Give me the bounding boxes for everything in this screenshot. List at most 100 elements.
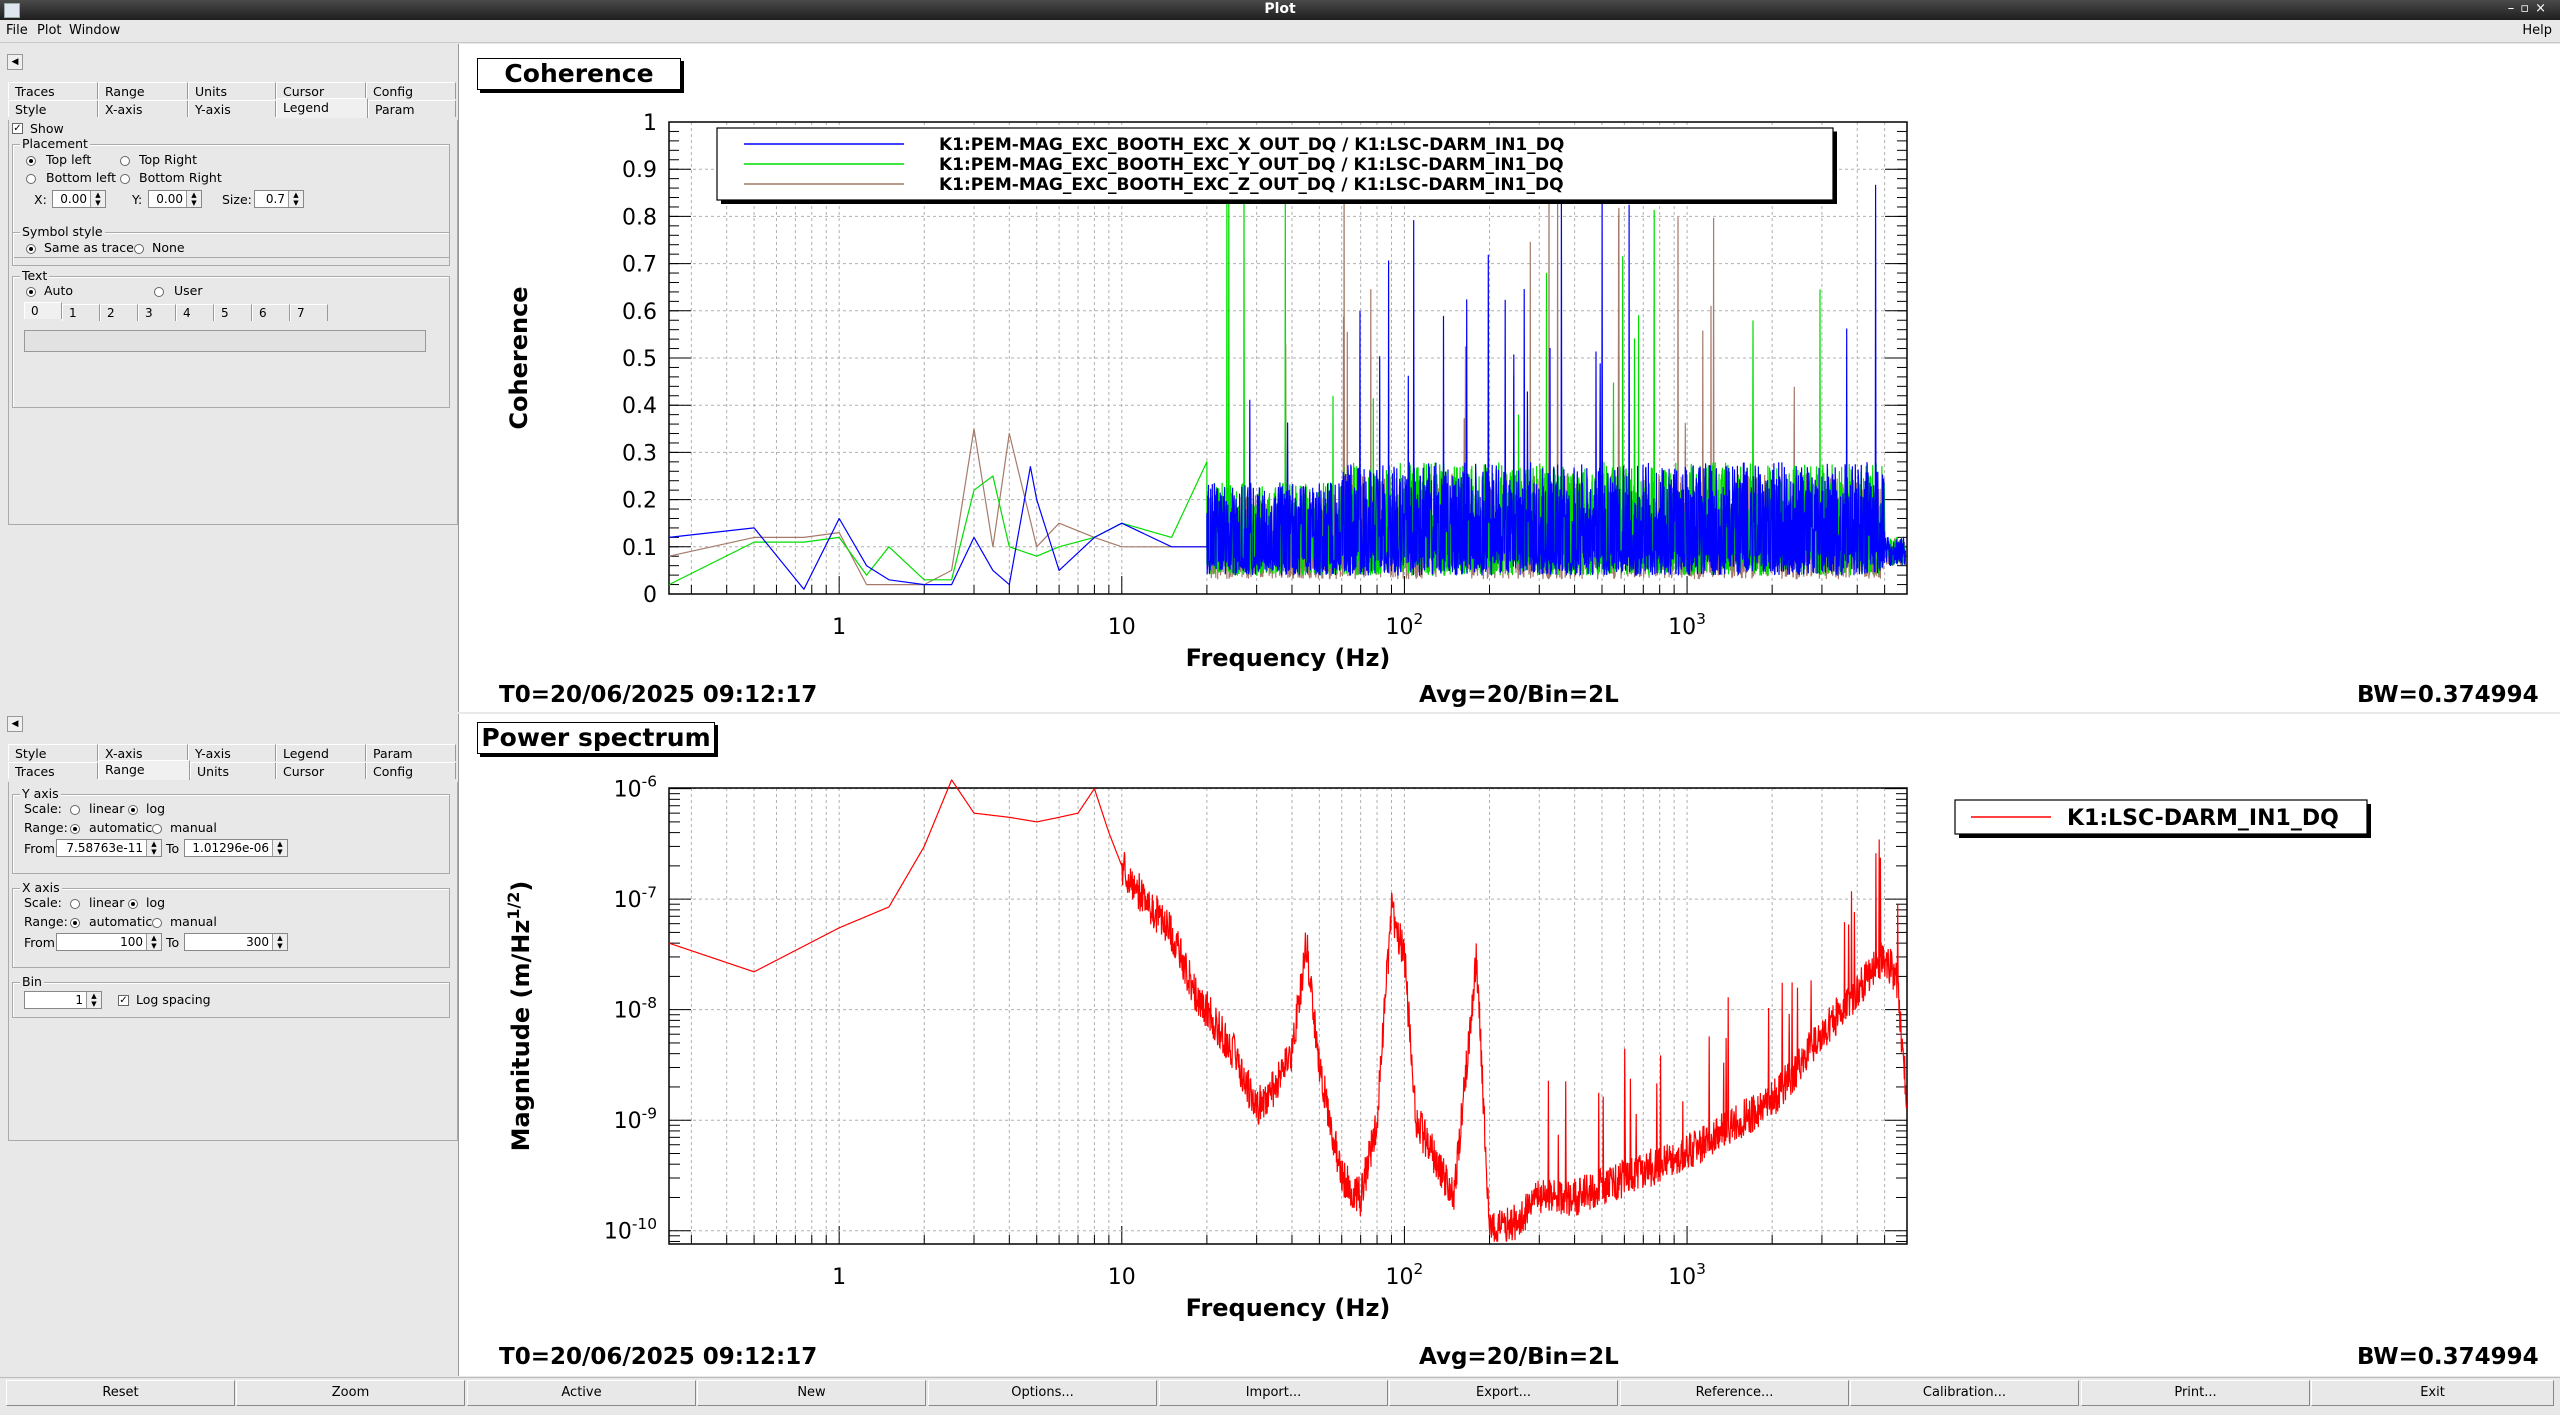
tab-units[interactable]: Units [188, 82, 276, 99]
tab-style[interactable]: Style [8, 100, 98, 117]
spin-arrows-icon[interactable]: ▲ ▼ [272, 934, 287, 950]
spin-arrows-icon[interactable]: ▲ ▼ [288, 191, 303, 207]
y-from-input[interactable]: 7.58763e-11 ▲ ▼ [56, 839, 162, 857]
calibration-button[interactable]: Calibration... [1850, 1380, 2079, 1406]
tab-traces[interactable]: Traces [8, 82, 98, 99]
menu-file[interactable]: File [6, 23, 28, 38]
coherence-chart[interactable]: 0 0.1 0.2 0.3 0.4 0.5 0.6 0.7 0.8 0.9 1 1 10 102 103 Fr… [459, 44, 2560, 684]
reset-button[interactable]: Reset [6, 1380, 235, 1406]
print-button[interactable]: Print... [2081, 1380, 2310, 1406]
x-to-input[interactable]: 300 ▲ ▼ [184, 933, 288, 951]
x-position-input[interactable]: 0.00 ▲ ▼ [52, 190, 106, 208]
y-log-radio[interactable] [128, 805, 138, 815]
menu-window[interactable]: Window [69, 23, 121, 38]
tab-cursor[interactable]: Cursor [276, 82, 366, 99]
log-spacing-label: Log spacing [136, 992, 211, 1007]
y-linear-radio[interactable] [70, 805, 80, 815]
size-input[interactable]: 0.7 ▲ ▼ [254, 190, 304, 208]
text-index-tab-2[interactable]: 2 [100, 304, 138, 321]
x-automatic-radio[interactable] [70, 918, 80, 928]
spin-arrows-icon[interactable]: ▲ ▼ [272, 840, 287, 856]
export-button[interactable]: Export... [1389, 1380, 1618, 1406]
active-button[interactable]: Active [467, 1380, 696, 1406]
bottom-right-radio[interactable] [120, 174, 130, 184]
text-index-tab-3[interactable]: 3 [138, 304, 176, 321]
x-tick-label: 103 [1668, 610, 1706, 640]
power-legend: K1:LSC-DARM_IN1_DQ [1954, 799, 2371, 838]
text-index-tab-1[interactable]: 1 [62, 304, 100, 321]
tab-style[interactable]: Style [8, 744, 98, 761]
text-auto-label: Auto [44, 283, 74, 298]
exit-button[interactable]: Exit [2311, 1380, 2554, 1406]
collapse-panel-button[interactable]: ◀ [7, 54, 23, 70]
tab-cursor[interactable]: Cursor [276, 762, 366, 779]
text-user-radio[interactable] [154, 287, 164, 297]
tab-param[interactable]: Param [366, 744, 456, 761]
menu-help[interactable]: Help [2522, 23, 2552, 38]
tab-legend[interactable]: Legend [276, 744, 366, 761]
spin-arrows-icon[interactable]: ▲ ▼ [186, 191, 201, 207]
tab-legend[interactable]: Legend [276, 98, 368, 118]
y-manual-radio[interactable] [152, 824, 162, 834]
menu-plot[interactable]: Plot [37, 23, 62, 38]
power-chart[interactable]: 10-10 10-9 10-8 10-7 10-6 1 10 102 103 Frequency … [459, 714, 2560, 1350]
top-right-radio[interactable] [120, 156, 130, 166]
x-log-radio[interactable] [128, 899, 138, 909]
spin-arrows-icon[interactable]: ▲ ▼ [90, 191, 105, 207]
show-legend-checkbox[interactable]: ✓ [12, 123, 23, 134]
y-axis-title: Coherence [505, 286, 533, 429]
y-position-input[interactable]: 0.00 ▲ ▼ [148, 190, 202, 208]
tab-config[interactable]: Config [366, 82, 456, 99]
text-auto-radio[interactable] [26, 287, 36, 297]
collapse-panel-button[interactable]: ◀ [7, 716, 23, 732]
log-spacing-checkbox[interactable]: ✓ [118, 995, 129, 1006]
spin-arrows-icon[interactable]: ▲ ▼ [146, 840, 161, 856]
tab-y-axis[interactable]: Y-axis [188, 744, 276, 761]
zoom-button[interactable]: Zoom [236, 1380, 465, 1406]
tab-x-axis[interactable]: X-axis [98, 100, 188, 117]
maximize-icon[interactable]: ▫ [2520, 1, 2536, 16]
tab-units[interactable]: Units [190, 762, 276, 779]
x-position-label: X: [34, 192, 47, 207]
x-axis-title: X axis [20, 880, 62, 895]
x-linear-radio[interactable] [70, 899, 80, 909]
tab-range[interactable]: Range [98, 760, 190, 780]
text-entry-field[interactable] [24, 330, 426, 352]
bottom-left-radio[interactable] [26, 174, 36, 184]
text-index-tab-5[interactable]: 5 [214, 304, 252, 321]
tab-param[interactable]: Param [368, 100, 456, 117]
new-button[interactable]: New [697, 1380, 926, 1406]
tab-traces[interactable]: Traces [8, 762, 98, 779]
top-left-radio[interactable] [26, 156, 36, 166]
x-manual-radio[interactable] [152, 918, 162, 928]
same-as-trace-radio[interactable] [26, 244, 36, 254]
text-index-tab-0[interactable]: 0 [24, 302, 62, 319]
y-tick-label: 0.4 [622, 394, 657, 419]
spin-arrows-icon[interactable]: ▲ ▼ [146, 934, 161, 950]
text-index-tab-7[interactable]: 7 [290, 304, 328, 321]
x-range-label: Range: [24, 914, 68, 929]
y-to-input[interactable]: 1.01296e-06 ▲ ▼ [184, 839, 288, 857]
y-range-label: Range: [24, 820, 68, 835]
close-icon[interactable]: × [2535, 1, 2552, 16]
y-axis-group [12, 794, 450, 874]
tab-range[interactable]: Range [98, 82, 188, 99]
x-from-input[interactable]: 100 ▲ ▼ [56, 933, 162, 951]
minimize-icon[interactable]: – [2507, 1, 2521, 16]
y-tick-label: 0.7 [622, 253, 657, 278]
import-button[interactable]: Import... [1159, 1380, 1388, 1406]
options-button[interactable]: Options... [928, 1380, 1157, 1406]
text-index-tab-4[interactable]: 4 [176, 304, 214, 321]
spin-arrows-icon[interactable]: ▲ ▼ [86, 992, 101, 1008]
bin-input[interactable]: 1 ▲ ▼ [24, 991, 102, 1009]
symbol-none-radio[interactable] [134, 244, 144, 254]
text-index-tab-6[interactable]: 6 [252, 304, 290, 321]
tab-x-axis[interactable]: X-axis [98, 744, 188, 761]
power-tab-strip: Style X-axis Y-axis Legend Param Traces … [8, 744, 456, 784]
tab-y-axis[interactable]: Y-axis [188, 100, 276, 117]
reference-button[interactable]: Reference... [1620, 1380, 1849, 1406]
y-position-label: Y: [132, 192, 143, 207]
y-automatic-radio[interactable] [70, 824, 80, 834]
x-automatic-label: automatic [89, 914, 153, 929]
tab-config[interactable]: Config [366, 762, 456, 779]
